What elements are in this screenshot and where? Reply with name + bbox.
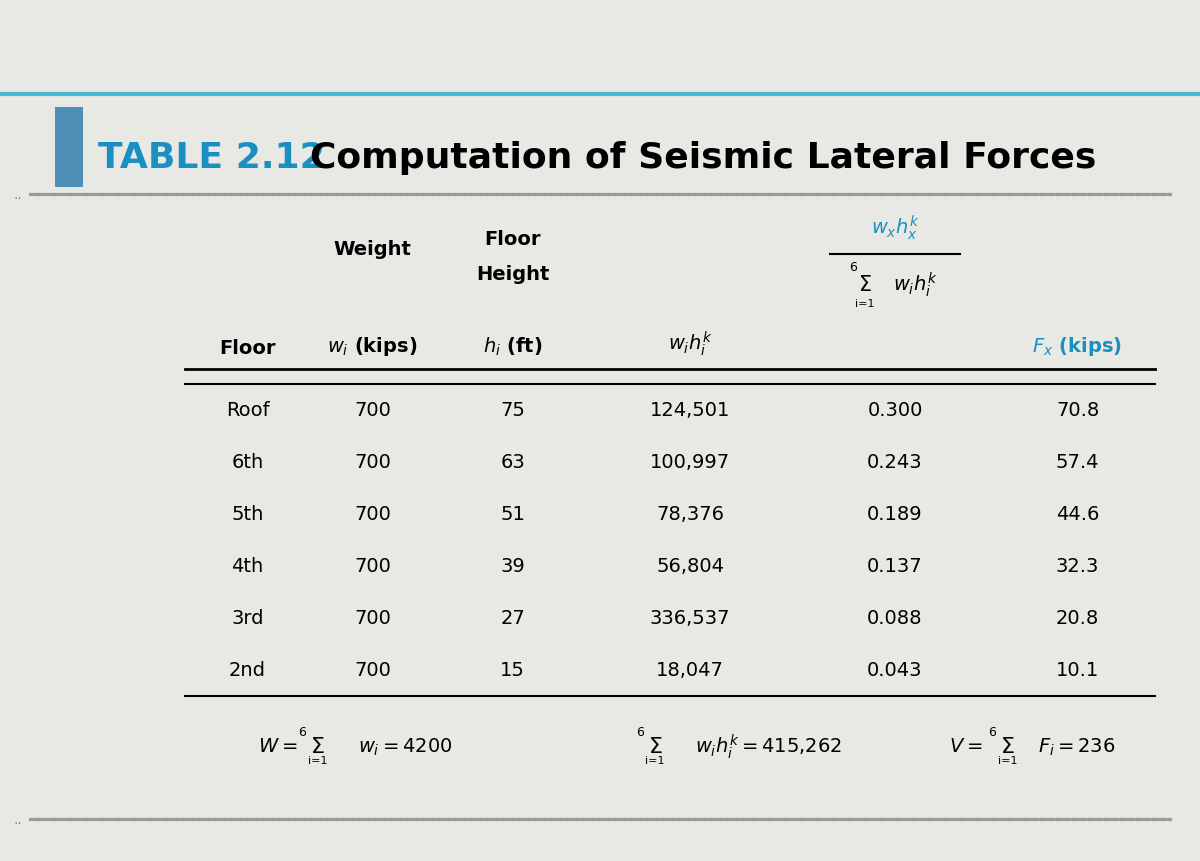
Text: 0.137: 0.137 <box>868 557 923 576</box>
Text: 700: 700 <box>354 453 391 472</box>
Text: Computation of Seismic Lateral Forces: Computation of Seismic Lateral Forces <box>310 141 1097 175</box>
Text: 56,804: 56,804 <box>656 557 724 576</box>
Text: i=1: i=1 <box>856 299 875 308</box>
Text: 39: 39 <box>500 557 524 576</box>
Text: 700: 700 <box>354 660 391 679</box>
Text: $W=$: $W=$ <box>258 737 298 756</box>
Text: $w_ih_i^k$: $w_ih_i^k$ <box>893 270 937 299</box>
Text: 6: 6 <box>989 726 996 739</box>
Text: $F_i = 236$: $F_i = 236$ <box>1038 735 1115 757</box>
Text: $\Sigma$: $\Sigma$ <box>648 736 662 756</box>
Text: $w_i$ (kips): $w_i$ (kips) <box>328 335 418 357</box>
Text: $F_x$ (kips): $F_x$ (kips) <box>1032 335 1122 357</box>
Text: 32.3: 32.3 <box>1056 557 1099 576</box>
Text: 5th: 5th <box>232 505 264 523</box>
Bar <box>55 108 83 188</box>
Text: Floor: Floor <box>485 230 541 249</box>
Text: 6: 6 <box>636 726 644 739</box>
Text: $w_xh_x^k$: $w_xh_x^k$ <box>871 214 919 242</box>
Text: 0.043: 0.043 <box>868 660 923 679</box>
Text: 75: 75 <box>500 401 524 420</box>
Text: 6th: 6th <box>232 453 264 472</box>
Text: $w_ih_i^k$: $w_ih_i^k$ <box>667 329 713 357</box>
Text: 700: 700 <box>354 557 391 576</box>
Text: 0.243: 0.243 <box>868 453 923 472</box>
Text: 3rd: 3rd <box>232 609 264 628</box>
Text: 2nd: 2nd <box>229 660 266 679</box>
Text: Roof: Roof <box>226 401 269 420</box>
Text: i=1: i=1 <box>646 755 665 765</box>
Text: 44.6: 44.6 <box>1056 505 1099 523</box>
Text: 18,047: 18,047 <box>656 660 724 679</box>
Text: 27: 27 <box>500 609 524 628</box>
Text: 20.8: 20.8 <box>1056 609 1099 628</box>
Text: 0.300: 0.300 <box>868 401 923 420</box>
Text: 0.088: 0.088 <box>868 609 923 628</box>
Text: 6: 6 <box>299 726 306 739</box>
Text: 10.1: 10.1 <box>1056 660 1099 679</box>
Text: $h_i$ (ft): $h_i$ (ft) <box>482 335 542 357</box>
Text: 57.4: 57.4 <box>1056 453 1099 472</box>
Text: 124,501: 124,501 <box>650 401 730 420</box>
Text: 100,997: 100,997 <box>650 453 730 472</box>
Text: 700: 700 <box>354 609 391 628</box>
Text: 15: 15 <box>500 660 524 679</box>
Text: Weight: Weight <box>334 240 412 259</box>
Text: Height: Height <box>476 265 550 284</box>
Text: 63: 63 <box>500 453 524 472</box>
Text: 70.8: 70.8 <box>1056 401 1099 420</box>
Text: 4th: 4th <box>232 557 264 576</box>
Text: 78,376: 78,376 <box>656 505 724 523</box>
Text: 700: 700 <box>354 505 391 523</box>
Text: $\Sigma$: $\Sigma$ <box>858 275 872 294</box>
Text: $\Sigma$: $\Sigma$ <box>310 736 325 756</box>
Text: Floor: Floor <box>220 338 276 357</box>
Text: $V=$: $V=$ <box>949 737 983 756</box>
Text: ..: .. <box>13 812 23 826</box>
Text: $\Sigma$: $\Sigma$ <box>1000 736 1015 756</box>
Text: 51: 51 <box>500 505 524 523</box>
Text: $w_i = 4200$: $w_i = 4200$ <box>358 735 452 757</box>
Text: 0.189: 0.189 <box>868 505 923 523</box>
Text: $w_ih_i^k = 415{,}262$: $w_ih_i^k = 415{,}262$ <box>695 732 842 760</box>
Text: i=1: i=1 <box>307 755 328 765</box>
Text: 336,537: 336,537 <box>649 609 731 628</box>
Text: 700: 700 <box>354 401 391 420</box>
Text: 6: 6 <box>850 261 857 274</box>
Text: ..: .. <box>13 188 23 201</box>
Text: TABLE 2.12: TABLE 2.12 <box>98 141 325 175</box>
Text: i=1: i=1 <box>997 755 1018 765</box>
